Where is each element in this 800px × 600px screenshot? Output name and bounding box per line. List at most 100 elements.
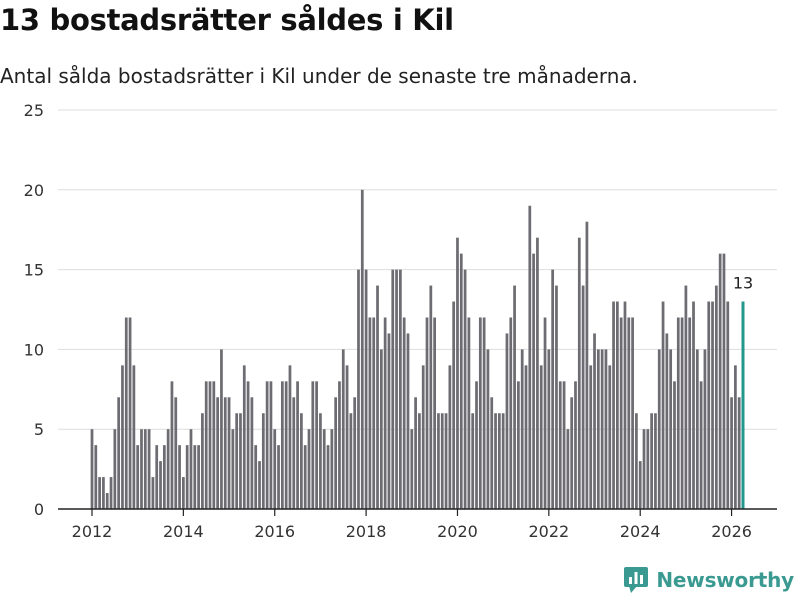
bar[interactable]: [429, 285, 433, 509]
bar[interactable]: [338, 381, 341, 509]
bar[interactable]: [536, 237, 539, 509]
bar[interactable]: [151, 477, 155, 509]
bar[interactable]: [345, 365, 349, 509]
bar[interactable]: [94, 445, 98, 509]
bar[interactable]: [680, 317, 684, 509]
bar[interactable]: [258, 461, 261, 509]
bar[interactable]: [730, 397, 733, 509]
bar[interactable]: [589, 365, 593, 509]
bar[interactable]: [673, 381, 676, 509]
bar[interactable]: [665, 333, 669, 509]
bar[interactable]: [170, 381, 174, 509]
bar[interactable]: [269, 381, 273, 509]
bar[interactable]: [707, 301, 711, 509]
bar[interactable]: [376, 285, 379, 509]
bar[interactable]: [132, 365, 136, 509]
bar[interactable]: [379, 349, 383, 509]
bar[interactable]: [319, 413, 322, 509]
bar[interactable]: [718, 253, 722, 509]
bar[interactable]: [353, 397, 357, 509]
bar[interactable]: [162, 445, 166, 509]
bar[interactable]: [349, 413, 353, 509]
newsworthy-logo[interactable]: Newsworthy: [623, 566, 794, 594]
bar[interactable]: [178, 445, 181, 509]
bar[interactable]: [517, 381, 520, 509]
bar[interactable]: [585, 221, 589, 509]
bar[interactable]: [181, 477, 185, 509]
bar[interactable]: [90, 429, 94, 509]
bar[interactable]: [692, 301, 695, 509]
bar[interactable]: [341, 349, 345, 509]
bar[interactable]: [551, 269, 555, 509]
bar[interactable]: [143, 429, 147, 509]
bar[interactable]: [155, 445, 159, 509]
bar[interactable]: [398, 269, 402, 509]
bar[interactable]: [635, 413, 638, 509]
bar[interactable]: [197, 445, 200, 509]
bar[interactable]: [566, 429, 570, 509]
bar[interactable]: [265, 381, 269, 509]
bar[interactable]: [311, 381, 315, 509]
bar[interactable]: [307, 429, 311, 509]
bar[interactable]: [212, 381, 216, 509]
bar[interactable]: [193, 445, 197, 509]
bar[interactable]: [646, 429, 650, 509]
bar[interactable]: [418, 413, 421, 509]
bar[interactable]: [570, 397, 574, 509]
bar[interactable]: [463, 269, 467, 509]
bar[interactable]: [615, 301, 619, 509]
bar[interactable]: [714, 285, 718, 509]
bar[interactable]: [140, 429, 143, 509]
bar[interactable]: [113, 429, 117, 509]
bar[interactable]: [330, 429, 334, 509]
bar[interactable]: [471, 413, 475, 509]
bar[interactable]: [121, 365, 124, 509]
bar[interactable]: [387, 333, 391, 509]
bar[interactable]: [596, 349, 600, 509]
bar[interactable]: [543, 317, 547, 509]
bar[interactable]: [654, 413, 657, 509]
bar[interactable]: [722, 253, 726, 509]
bar[interactable]: [642, 429, 646, 509]
bar[interactable]: [159, 461, 162, 509]
bar[interactable]: [166, 429, 170, 509]
bar[interactable]: [494, 413, 497, 509]
bar[interactable]: [528, 205, 532, 509]
bar[interactable]: [261, 413, 265, 509]
bar[interactable]: [227, 397, 231, 509]
bar[interactable]: [414, 397, 417, 509]
bar[interactable]: [242, 365, 246, 509]
bar[interactable]: [109, 477, 113, 509]
bar[interactable]: [699, 381, 703, 509]
bar[interactable]: [688, 317, 692, 509]
bar[interactable]: [185, 445, 189, 509]
bar-latest[interactable]: [741, 301, 745, 509]
bar[interactable]: [558, 381, 562, 509]
bar[interactable]: [600, 349, 604, 509]
bar[interactable]: [619, 317, 623, 509]
bar[interactable]: [334, 397, 338, 509]
bar[interactable]: [296, 381, 299, 509]
bar[interactable]: [223, 397, 227, 509]
bar[interactable]: [402, 317, 406, 509]
bar[interactable]: [273, 429, 277, 509]
bar[interactable]: [524, 365, 528, 509]
bar[interactable]: [547, 349, 551, 509]
bar[interactable]: [246, 381, 250, 509]
bar[interactable]: [711, 301, 714, 509]
bar[interactable]: [452, 301, 456, 509]
bar[interactable]: [425, 317, 429, 509]
bar[interactable]: [360, 189, 364, 510]
bar[interactable]: [539, 365, 543, 509]
bar[interactable]: [684, 285, 688, 509]
bar[interactable]: [277, 445, 280, 509]
bar[interactable]: [459, 253, 463, 509]
bar[interactable]: [391, 269, 395, 509]
bar[interactable]: [623, 301, 627, 509]
bar[interactable]: [627, 317, 631, 509]
bar[interactable]: [581, 285, 585, 509]
bar[interactable]: [98, 477, 101, 509]
bar[interactable]: [444, 413, 448, 509]
bar[interactable]: [300, 413, 303, 509]
bar[interactable]: [467, 317, 471, 509]
